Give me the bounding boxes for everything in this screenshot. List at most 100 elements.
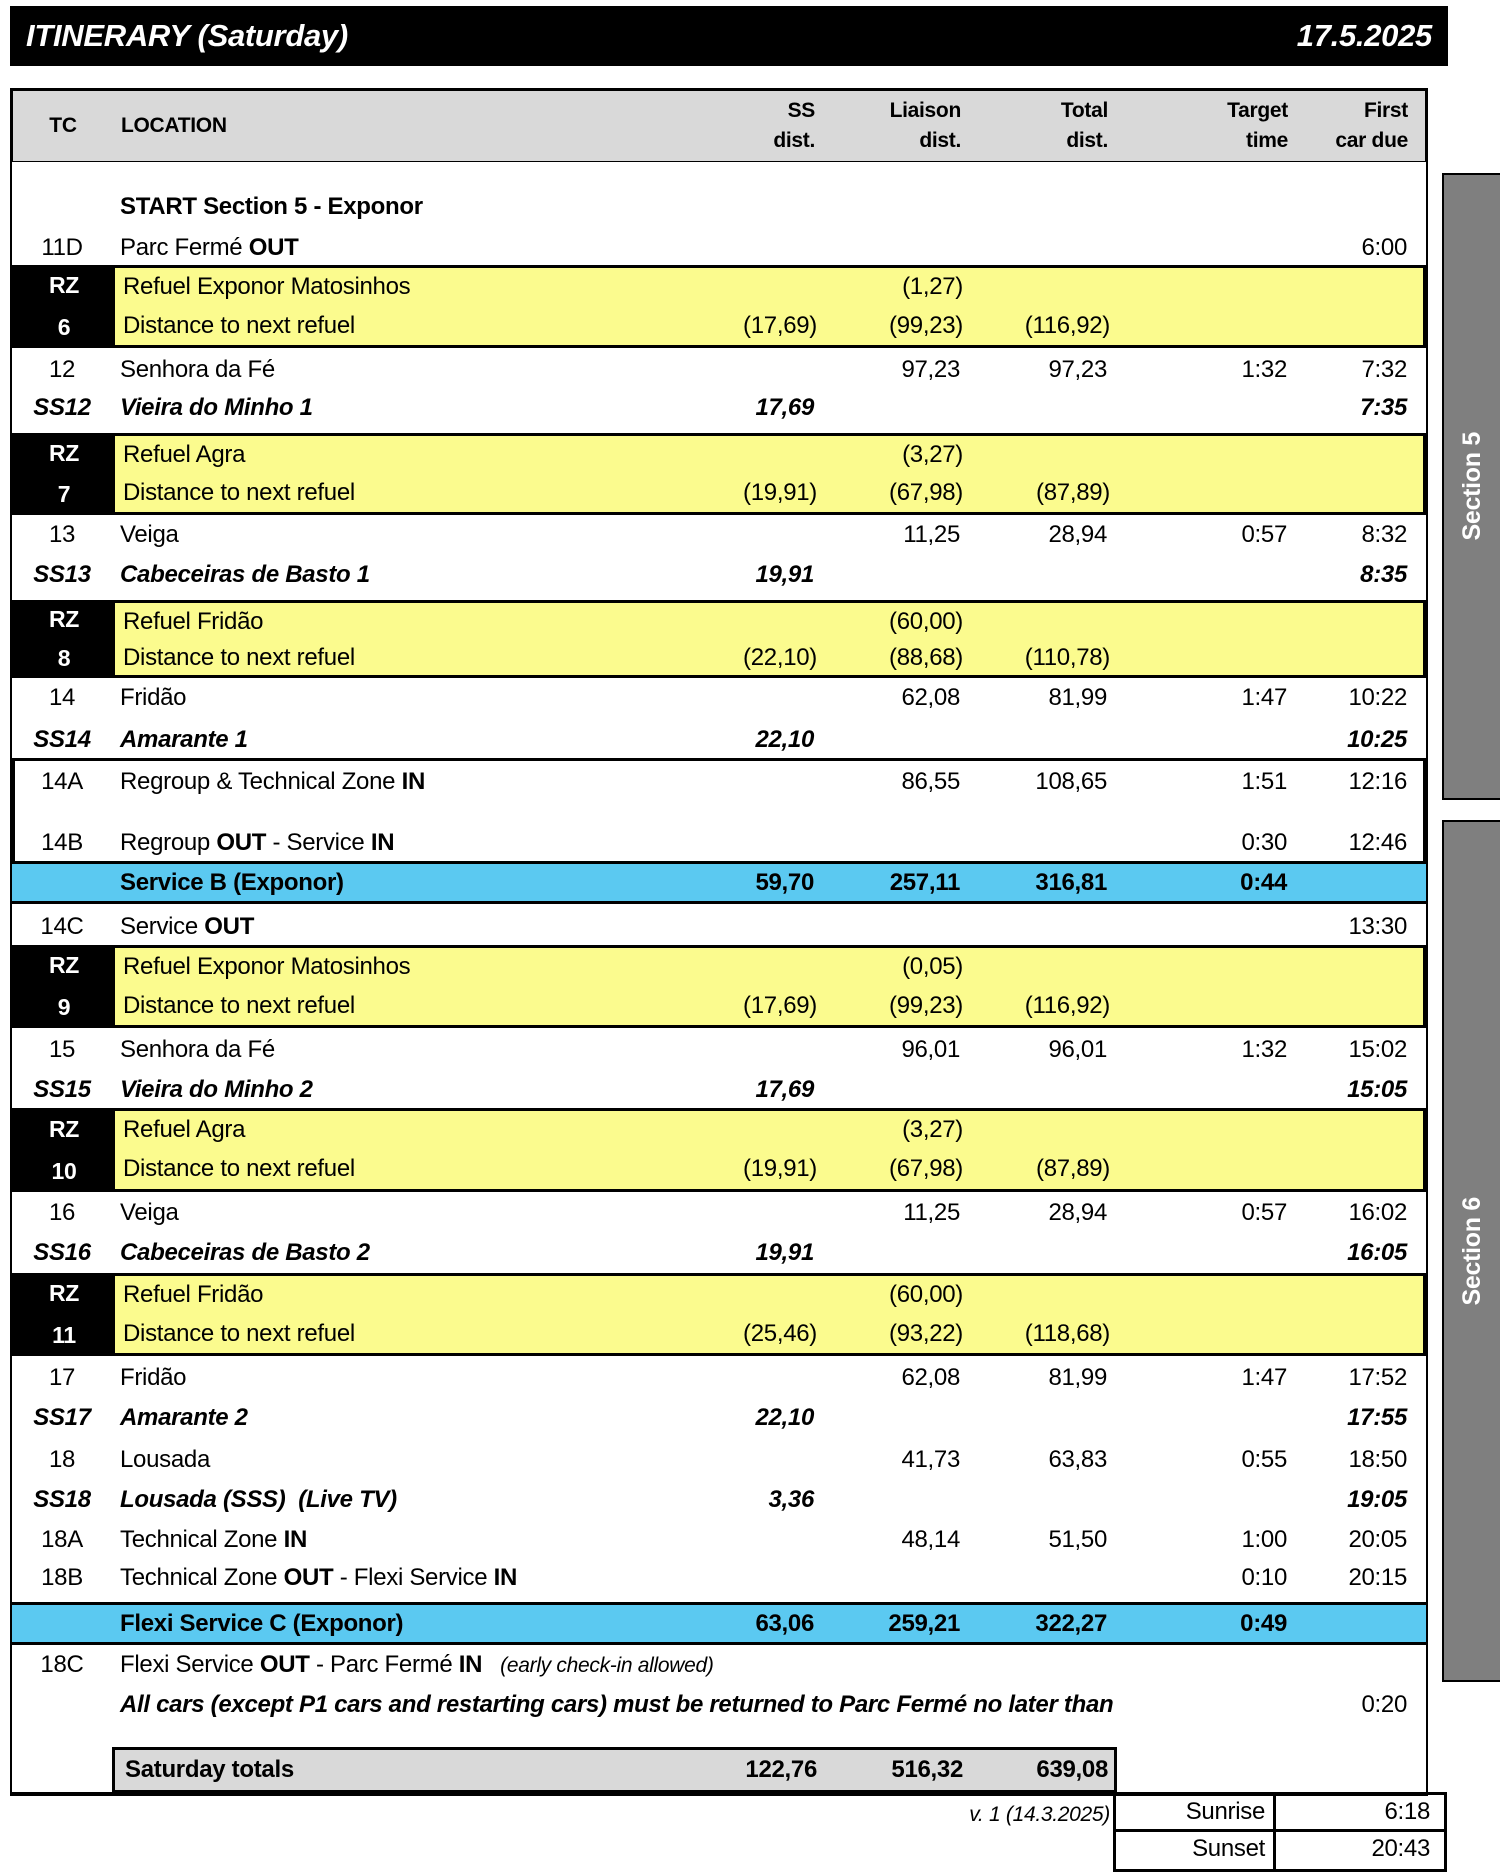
first-car-cell: 13:30 [1348,913,1407,940]
rz-id-9: RZ 9 [13,945,115,1028]
first-car-cell: 12:16 [1348,768,1407,795]
liaison-cell: (99,23) [889,311,963,339]
liaison-cell: 41,73 [901,1446,960,1473]
row-ss14: SS14 Amarante 1 22,10 10:25 [12,720,1426,760]
ss-cell: 3,36 [768,1486,814,1513]
header-liaison-dist: Liaison dist. [889,99,962,152]
row-start-section-5: START Section 5 - Exponor [12,187,1426,227]
totals-liaison: 516,32 [891,1756,963,1783]
row-tc-18: 18 Lousada 41,73 63,83 0:55 18:50 [12,1440,1426,1480]
row-tc-14: 14 Fridão 62,08 81,99 1:47 10:22 [12,678,1426,718]
liaison-cell: (0,05) [902,953,963,980]
liaison-cell: 48,14 [901,1526,960,1553]
stage-name: Amarante 1 [120,726,248,753]
liaison-cell: (3,27) [902,1116,963,1143]
total-cell: 322,27 [1035,1610,1107,1637]
header-tc: TC [49,114,77,137]
service-label: Service B (Exponor) [120,869,344,896]
target-cell: 0:49 [1240,1610,1287,1637]
row-tc-17: 17 Fridão 62,08 81,99 1:47 17:52 [12,1358,1426,1398]
tc-cell: 13 [48,521,76,548]
header-target-time: Target time [1227,99,1288,152]
ss-cell: 22,10 [755,726,814,753]
first-car-cell: 8:35 [1360,561,1407,588]
tc-cell: SS13 [33,561,91,588]
first-car-cell: 17:52 [1348,1364,1407,1391]
first-car-cell: 16:05 [1347,1239,1407,1266]
refuel-label: Refuel Agra [123,1116,246,1143]
total-cell: 28,94 [1048,521,1107,548]
saturday-totals-box: Saturday totals 122,76 516,32 639,08 [112,1747,1117,1793]
first-car-cell: 0:20 [1361,1691,1407,1718]
first-car-cell: 16:02 [1348,1199,1407,1226]
rz-row: Distance to next refuel (19,91) (67,98) … [15,1150,1423,1189]
total-cell: 96,01 [1048,1036,1107,1063]
stage-name: Cabeceiras de Basto 1 [120,561,370,588]
target-cell: 0:44 [1240,869,1287,896]
ss-cell: (17,69) [743,311,817,339]
total-cell: 81,99 [1048,1364,1107,1391]
tc-cell: SS15 [33,1076,91,1103]
tc-cell: 16 [48,1199,76,1226]
tc-cell: 17 [48,1364,76,1391]
row-parc-ferme-rule: All cars (except P1 cars and restarting … [12,1685,1426,1725]
section-start-label: START Section 5 - Exponor [120,193,423,220]
refuel-label: Refuel Fridão [123,608,264,635]
row-tc-15: 15 Senhora da Fé 96,01 96,01 1:32 15:02 [12,1030,1426,1070]
first-car-cell: 19:05 [1347,1486,1407,1513]
flexi-service-c-row: Flexi Service C (Exponor) 63,06 259,21 3… [12,1602,1426,1645]
liaison-cell: 257,11 [889,869,961,896]
rz-row: Refuel Fridão (60,00) [15,1276,1423,1315]
target-cell: 0:30 [1241,829,1287,856]
rz-row: Refuel Exponor Matosinhos (0,05) [15,948,1423,987]
stage-name: Cabeceiras de Basto 2 [120,1239,370,1266]
section-6-bar: Section 6 [1442,820,1500,1682]
row-tc-14a: 14A Regroup & Technical Zone IN 86,55 10… [12,762,1426,802]
rz-row: Refuel Exponor Matosinhos (1,27) [15,268,1423,307]
rz-id-11: RZ 11 [13,1273,115,1356]
first-car-cell: 12:46 [1348,829,1407,856]
stage-name: Vieira do Minho 2 [120,1076,313,1103]
liaison-cell: 62,08 [901,684,960,711]
location-cell: Fridão [120,1364,187,1391]
tc-cell: 14C [40,913,84,940]
tc-cell: SS12 [33,394,91,421]
row-tc-14b: 14B Regroup OUT - Service IN 0:30 12:46 [12,823,1426,863]
liaison-cell: (67,98) [889,1155,963,1182]
first-car-cell: 10:22 [1348,684,1407,711]
first-car-cell: 10:25 [1347,726,1407,753]
liaison-cell: (60,00) [889,1281,963,1308]
sunrise-label: Sunrise [1116,1795,1276,1832]
tc-cell: 14A [41,768,83,795]
header-location: LOCATION [121,114,227,137]
tc-cell: 12 [48,356,76,383]
stage-name: Lousada (SSS) (Live TV) [120,1486,397,1513]
refuel-label: Refuel Exponor Matosinhos [123,953,411,980]
refuel-distance-label: Distance to next refuel [123,991,355,1019]
ss-cell: (19,91) [743,1155,817,1182]
total-cell: 316,81 [1035,869,1107,896]
first-car-cell: 7:32 [1361,356,1407,383]
rz-id-10: RZ 10 [13,1108,115,1192]
tc-cell: 18A [41,1526,83,1553]
refuel-label: Refuel Exponor Matosinhos [123,273,411,300]
header-ss-dist: SS dist. [773,99,815,152]
liaison-cell: (88,68) [889,644,963,671]
first-car-cell: 17:55 [1347,1404,1407,1431]
total-cell: (116,92) [1024,311,1111,339]
first-car-cell: 8:32 [1361,521,1407,548]
tc-cell: 18C [40,1651,84,1678]
location-cell: Regroup OUT - Service IN [120,829,395,856]
date-label: 17.5.2025 [1296,18,1433,53]
row-ss15: SS15 Vieira do Minho 2 17,69 15:05 [12,1070,1426,1110]
rz-block-9: RZ 9 Refuel Exponor Matosinhos (0,05) Dis… [12,945,1426,1028]
ss-cell: 59,70 [755,869,814,896]
rz-id-7: RZ 7 [13,433,115,515]
rz-block-10: RZ 10 Refuel Agra (3,27) Distance to next… [12,1108,1426,1192]
total-cell: (110,78) [1024,644,1111,671]
total-cell: 97,23 [1048,356,1107,383]
liaison-cell: (99,23) [889,991,963,1019]
rz-row: Distance to next refuel (25,46) (93,22) … [15,1315,1423,1354]
liaison-cell: (1,27) [902,273,963,300]
stage-name: Amarante 2 [120,1404,248,1431]
